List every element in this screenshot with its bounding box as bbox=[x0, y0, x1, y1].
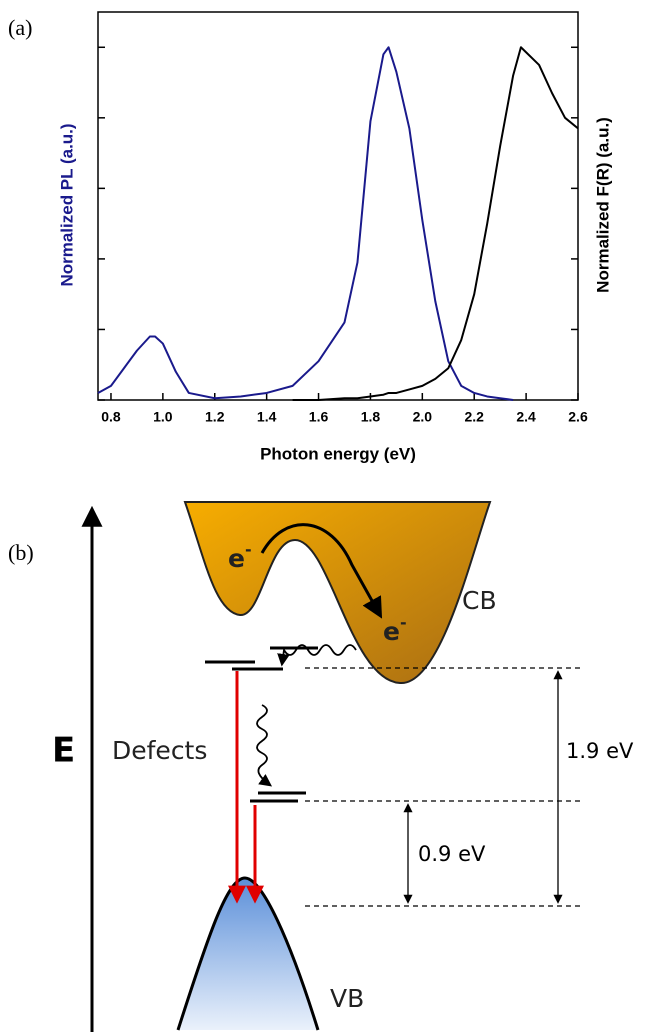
x-tick-label: 1.0 bbox=[153, 409, 173, 425]
x-tick-label: 1.8 bbox=[361, 409, 381, 425]
reference-lines bbox=[305, 667, 580, 907]
chart-a: (a) Photon energy (eV) Normalized PL (a.… bbox=[8, 11, 612, 463]
electron-charge: - bbox=[400, 613, 407, 632]
vb-label: VB bbox=[330, 984, 364, 1013]
panel-label: (b) bbox=[8, 540, 34, 565]
panel-label: (a) bbox=[8, 15, 32, 40]
electron-path bbox=[260, 523, 383, 619]
electron-symbol: e bbox=[383, 617, 400, 646]
defects-label: Defects bbox=[112, 736, 207, 765]
plot-frame bbox=[97, 11, 579, 401]
x-tick-label: 2.0 bbox=[413, 409, 433, 425]
electron: e- bbox=[383, 613, 407, 647]
x-tick-label: 0.8 bbox=[101, 409, 121, 425]
x-tick-label: 1.6 bbox=[309, 409, 329, 425]
relaxation-arrow bbox=[277, 644, 357, 667]
electron-charge: - bbox=[245, 540, 252, 559]
x-tick-label: 1.2 bbox=[205, 409, 225, 425]
energy-label: E bbox=[52, 731, 75, 771]
cb-label: CB bbox=[462, 586, 497, 615]
gap-label: 1.9 eV bbox=[566, 739, 634, 763]
diagram-b: (b) E e- e- CB Defects VB 1.9 eV 0.9 eV bbox=[8, 501, 634, 1032]
electron-symbol: e bbox=[228, 544, 245, 573]
gap-label: 0.9 eV bbox=[418, 842, 486, 866]
x-tick-label: 1.4 bbox=[257, 409, 277, 425]
x-axis-label: Photon energy (eV) bbox=[260, 444, 416, 463]
valence-band-edge bbox=[176, 876, 320, 1031]
x-tick-label: 2.6 bbox=[568, 409, 588, 425]
x-tick-label: 2.2 bbox=[464, 409, 484, 425]
x-tick-label: 2.4 bbox=[516, 409, 536, 425]
y-axis-label: Normalized PL (a.u.) bbox=[57, 123, 76, 286]
electron: e- bbox=[228, 540, 252, 574]
data-line bbox=[292, 46, 579, 401]
relaxation-arrow bbox=[256, 704, 273, 787]
conduction-band bbox=[183, 501, 492, 685]
data-line bbox=[97, 46, 514, 401]
valence-band bbox=[178, 878, 318, 1030]
y2-axis-label: Normalized F(R) (a.u.) bbox=[593, 117, 612, 293]
